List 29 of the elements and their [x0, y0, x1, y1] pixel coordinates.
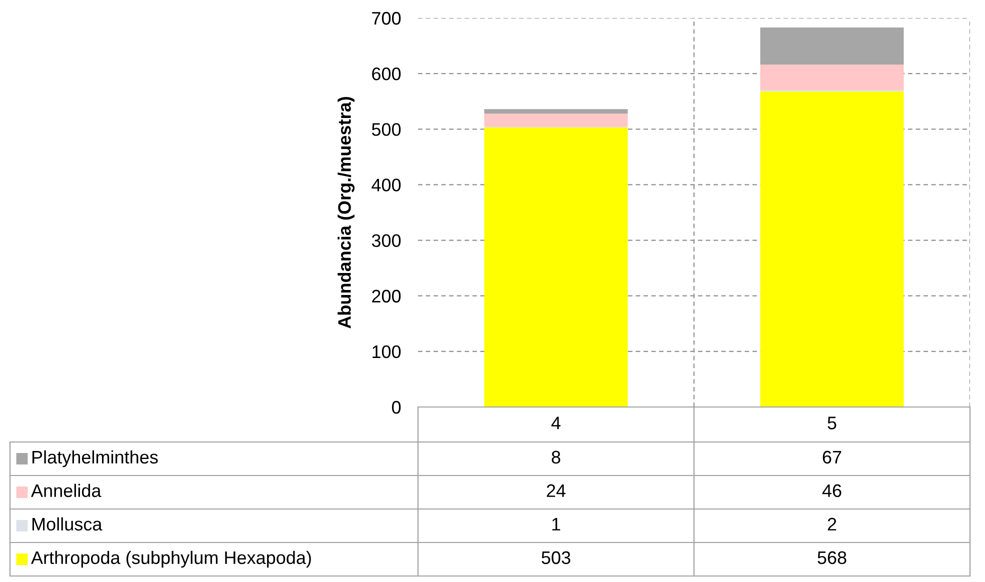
y-axis-title: Abundancia (Org./muestra) [338, 97, 355, 328]
data-label: 503 [542, 551, 570, 564]
y-tick-label: 600 [372, 68, 401, 80]
data-label: 24 [546, 484, 566, 497]
legend-label: Annelida [31, 484, 102, 498]
data-label: 1 [552, 518, 560, 530]
data-label: 568 [818, 551, 846, 564]
bar [484, 127, 628, 407]
data-label: 8 [552, 450, 560, 464]
data-label: 2 [828, 518, 836, 530]
x-tick-label: 5 [828, 416, 836, 430]
y-tick-label: 200 [372, 290, 401, 303]
bar [484, 109, 628, 114]
y-tick-label: 0 [392, 400, 401, 414]
y-tick-label: 400 [372, 178, 401, 192]
data-label: 67 [822, 450, 842, 464]
y-tick-label: 300 [372, 234, 401, 248]
bar [760, 64, 904, 90]
x-tick-label: 4 [551, 416, 560, 430]
data-label: 46 [822, 484, 842, 498]
legend-label: Arthropoda (subphylum Hexapoda) [31, 550, 311, 568]
legend-label: Mollusca [32, 517, 102, 531]
y-tick-label: 500 [372, 123, 401, 136]
y-tick-label: 100 [372, 345, 401, 358]
bar [484, 114, 628, 127]
bar [760, 27, 904, 65]
y-tick-label: 700 [372, 12, 401, 25]
bar [760, 91, 904, 407]
legend-label: Platyhelminthes [32, 450, 158, 468]
